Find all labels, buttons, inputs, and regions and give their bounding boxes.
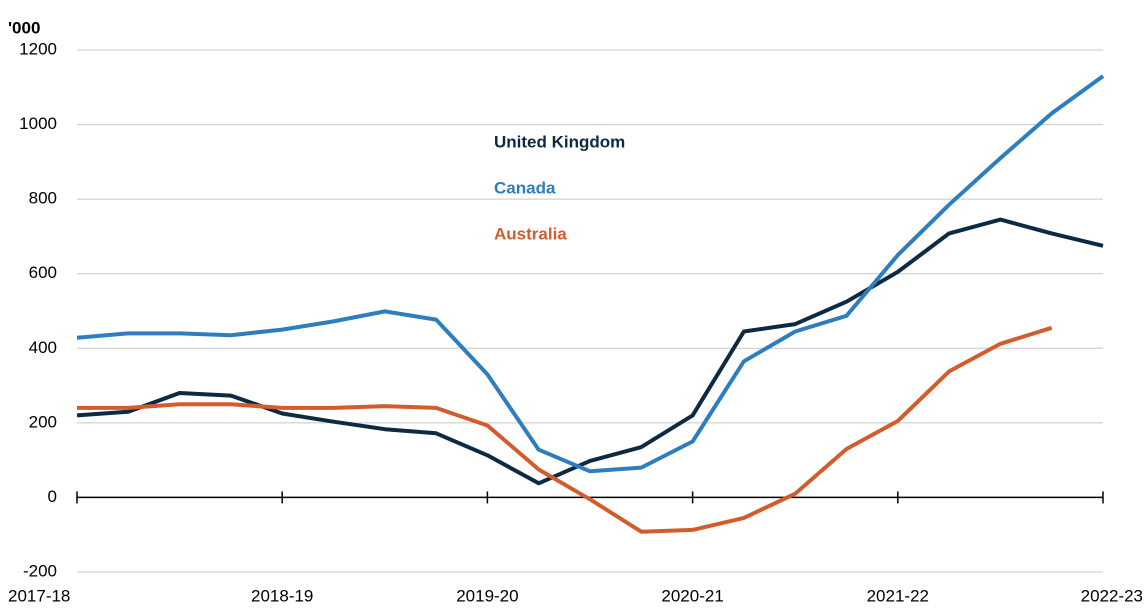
y-tick-label: 800	[29, 189, 57, 208]
y-tick-label: 400	[29, 338, 57, 357]
line-series	[76, 74, 1105, 474]
y-tick-label: 1200	[19, 39, 57, 58]
x-tick-label: 2017-18	[8, 586, 70, 605]
y-tick-label: 0	[48, 487, 57, 506]
x-tick-label: 2018-19	[251, 586, 313, 605]
legend-label: Australia	[494, 224, 567, 243]
legend-label: Canada	[494, 178, 556, 197]
line-series	[77, 325, 1053, 534]
line-series	[76, 217, 1104, 486]
y-tick-label: -200	[23, 561, 57, 580]
y-tick-label: 200	[29, 412, 57, 431]
legend-label: United Kingdom	[494, 132, 625, 151]
y-tick-label: 600	[29, 263, 57, 282]
x-tick-label: 2019-20	[456, 586, 518, 605]
x-tick-label: 2021-22	[867, 586, 929, 605]
x-tick-label: 2020-21	[661, 586, 723, 605]
y-tick-label: 1000	[19, 114, 57, 133]
y-axis-label: '000	[8, 18, 40, 37]
x-tick-label: 2022-23	[1081, 586, 1143, 605]
